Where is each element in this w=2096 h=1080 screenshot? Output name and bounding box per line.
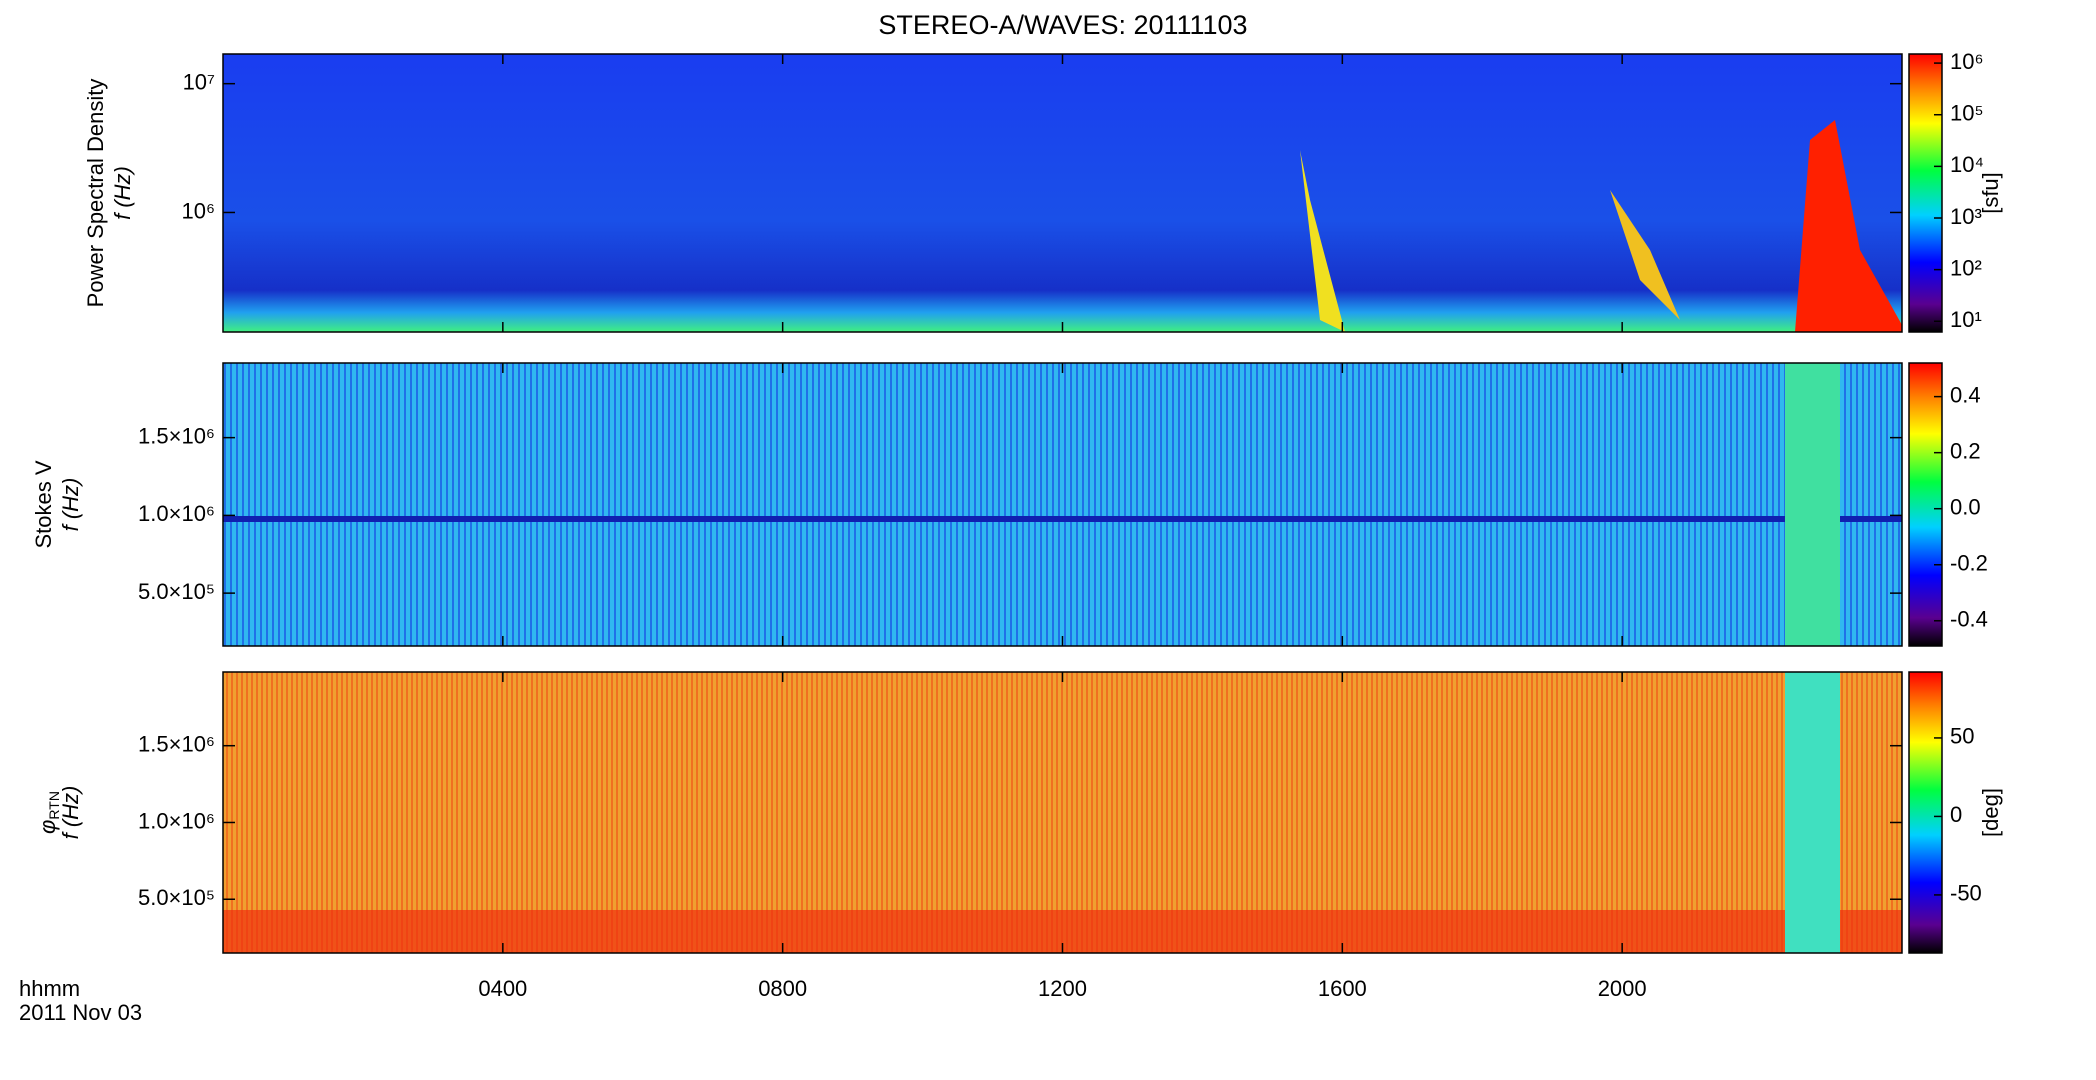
x-tick-label: 1200 [1038,976,1087,1001]
y-tick-label: 10⁷ [183,69,215,94]
colorbar-tick-label: 10⁶ [1950,49,1984,74]
colorbar-tick-label: -0.2 [1950,551,1988,576]
band [223,516,1902,522]
x-axis-sublabel: 2011 Nov 03 [19,1000,142,1025]
y-axis-label-2: f (Hz) [58,478,83,532]
y-axis-label: φRTN [35,791,62,834]
y-axis-label-main: φ [35,820,60,834]
colorbar-label: [deg] [1978,788,2003,837]
stokes-image [223,363,1902,646]
x-tick-label: 1600 [1318,976,1367,1001]
colorbar-tick-label: -50 [1950,881,1982,906]
x-tick-label: 0800 [758,976,807,1001]
colorbar [1908,362,1943,647]
colorbar [1908,671,1943,954]
y-tick-label: 1.5×10⁶ [138,423,215,448]
x-axis-label: hhmm [19,976,80,1001]
y-axis-label-main: Power Spectral Density [83,79,108,308]
burst [1795,120,1902,332]
colorbar-tick-label: 10³ [1950,204,1982,229]
colorbar-tick-label: 10⁵ [1950,101,1984,126]
panel-images [223,54,1902,953]
colorbar-tick-label: 0 [1950,802,1962,827]
x-tick-label: 0400 [478,976,527,1001]
colorbar-tick-label: 0.2 [1950,438,1981,463]
chart-title: STEREO-A/WAVES: 20111103 [878,10,1247,40]
y-tick-label: 1.5×10⁶ [138,732,215,757]
colorbar-tick-label: 10¹ [1950,307,1982,332]
colorbar-tick-label: 50 [1950,724,1974,749]
colorbar-tick-label: 0.0 [1950,495,1981,520]
y-tick-label: 1.0×10⁶ [138,501,215,526]
colorbar-label: [sfu] [1978,172,2003,214]
y-tick-label: 5.0×10⁵ [138,885,215,910]
colorbar [1908,53,1943,333]
burst [1785,672,1840,953]
y-tick-label: 5.0×10⁵ [138,579,215,604]
y-tick-label: 1.0×10⁶ [138,808,215,833]
colorbar-tick-label: 10² [1950,255,1982,280]
y-axis-label-main: Stokes V [31,460,56,548]
burst [1610,190,1680,320]
x-tick-label: 2000 [1598,976,1647,1001]
phi-image [223,672,1902,953]
burst [1785,363,1840,646]
psd-image [223,54,1902,332]
y-tick-label: 10⁶ [181,198,215,223]
burst [1300,150,1345,332]
y-axis-label-2: f (Hz) [110,166,135,220]
colorbar-tick-label: -0.4 [1950,607,1988,632]
y-axis-label: Stokes V [31,460,56,548]
colorbar-tick-label: 0.4 [1950,382,1981,407]
y-axis-label: Power Spectral Density [83,79,108,308]
y-axis-label-sub: RTN [46,791,62,820]
y-axis-label-2: f (Hz) [58,786,83,840]
colorbar-tick-label: 10⁴ [1950,152,1984,177]
